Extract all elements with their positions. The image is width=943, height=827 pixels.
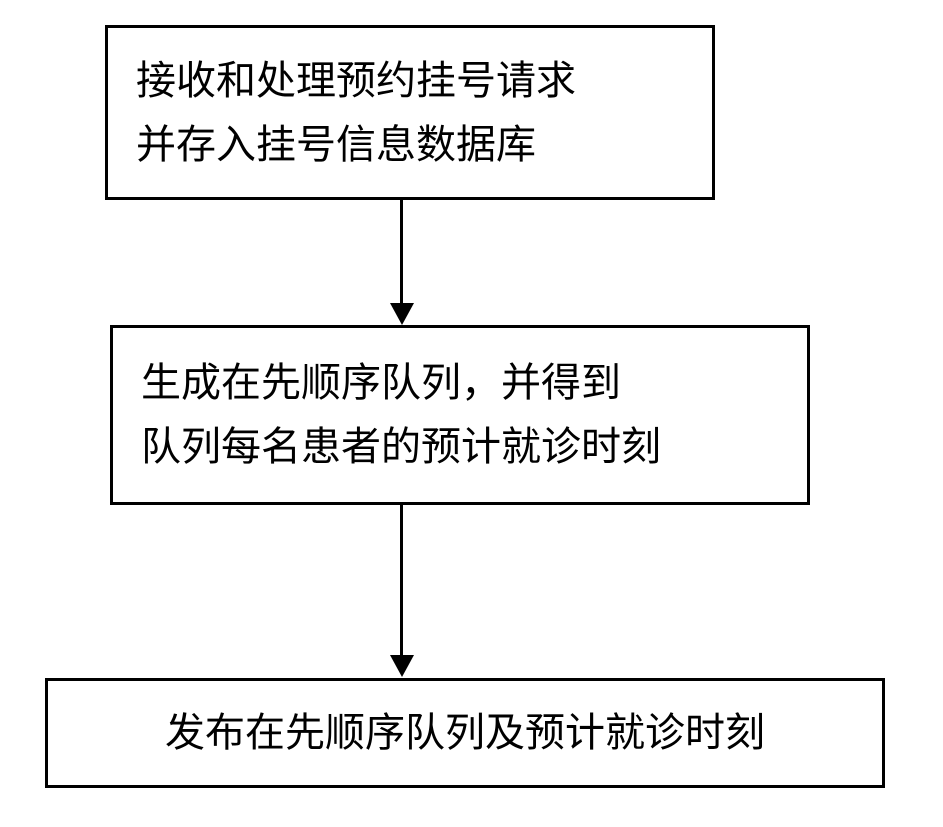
node-1-text: 接收和处理预约挂号请求 并存入挂号信息数据库	[136, 49, 684, 177]
flowchart-container: 接收和处理预约挂号请求 并存入挂号信息数据库 生成在先顺序队列，并得到 队列每名…	[0, 0, 943, 827]
arrow-1-line	[400, 200, 403, 303]
flowchart-node-2: 生成在先顺序队列，并得到 队列每名患者的预计就诊时刻	[110, 325, 810, 505]
arrow-2-head	[390, 655, 414, 677]
flowchart-node-3: 发布在先顺序队列及预计就诊时刻	[45, 678, 885, 788]
flowchart-node-1: 接收和处理预约挂号请求 并存入挂号信息数据库	[105, 25, 715, 200]
node-3-text: 发布在先顺序队列及预计就诊时刻	[165, 701, 765, 765]
node-2-text: 生成在先顺序队列，并得到 队列每名患者的预计就诊时刻	[141, 351, 779, 479]
arrow-2-line	[400, 505, 403, 655]
arrow-1-head	[390, 303, 414, 325]
